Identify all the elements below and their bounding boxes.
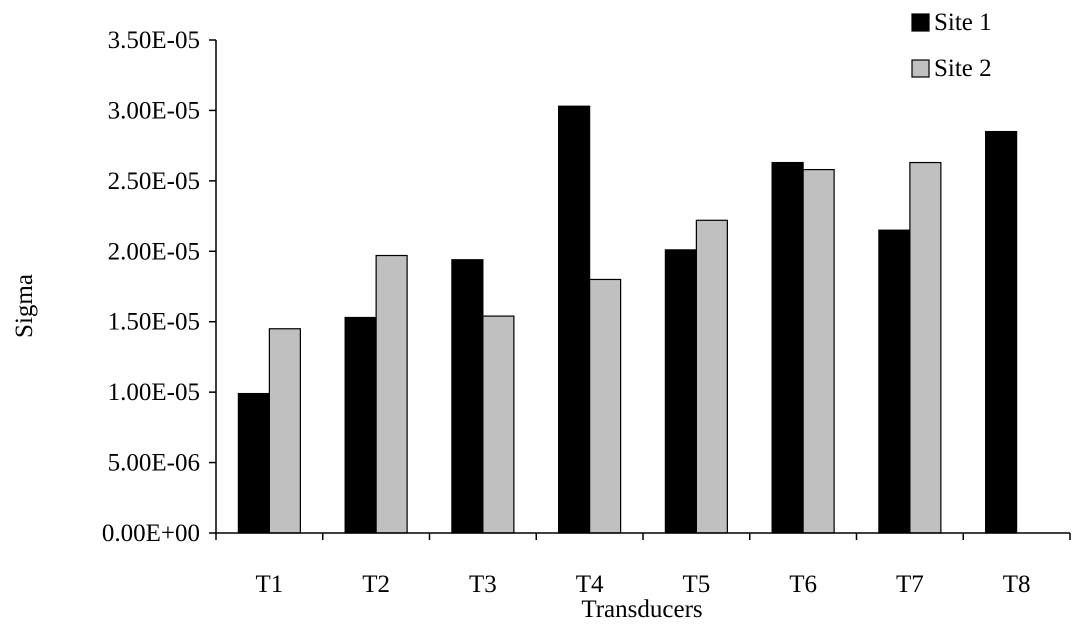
y-axis-title: Sigma (11, 274, 38, 338)
x-tick-label: T4 (576, 571, 604, 598)
axes-layer (215, 40, 1070, 534)
bar-site2-t1 (268, 328, 301, 534)
bar-site2-t6 (802, 168, 835, 534)
legend-swatch (911, 59, 930, 78)
x-tick-label: T6 (789, 571, 817, 598)
bar-site2-t7 (909, 161, 942, 534)
bar-site2-t5 (695, 219, 728, 534)
x-tick-label: T2 (362, 571, 390, 598)
y-tick-label: 0.00E+00 (102, 520, 200, 547)
y-ticks: 0.00E+00 5.00E-06 1.00E-05 1.50E-05 2.00E-05… (102, 27, 216, 547)
bar-site1-t8 (985, 130, 1018, 534)
bar-site1-t2 (344, 316, 377, 534)
bar-site1-t3 (451, 259, 484, 534)
x-axis-title: Transducers (581, 596, 702, 623)
legend: Site 1 Site 2 (911, 9, 992, 82)
y-tick-label: 1.00E-05 (108, 379, 200, 406)
bar-site1-t5 (664, 249, 697, 534)
bars-layer (237, 105, 1018, 534)
x-tick-label: T8 (1003, 571, 1031, 598)
y-tick-label: 1.50E-05 (108, 309, 200, 336)
bar-site2-t4 (589, 278, 622, 534)
y-tick-label: 2.00E-05 (108, 238, 200, 265)
x-tick-label: T7 (896, 571, 924, 598)
legend-label: Site 1 (934, 9, 992, 36)
x-tick-label: T1 (255, 571, 283, 598)
x-tick-label: T5 (682, 571, 710, 598)
y-tick-label: 3.50E-05 (108, 27, 200, 54)
x-ticks: T1 T2 T3 T4 T5 T6 T7 T8 (215, 533, 1071, 598)
bar-site1-t4 (558, 105, 591, 534)
y-tick-label: 2.50E-05 (108, 168, 200, 195)
y-tick-label: 3.00E-05 (108, 97, 200, 124)
bar-site2-t3 (482, 315, 515, 534)
legend-label: Site 2 (934, 55, 992, 82)
legend-swatch (911, 13, 930, 32)
bar-site1-t6 (771, 161, 804, 534)
x-tick-label: T3 (469, 571, 497, 598)
bar-site1-t1 (237, 392, 270, 534)
y-tick-label: 5.00E-06 (108, 450, 200, 477)
bar-site2-t2 (375, 254, 408, 534)
bar-site1-t7 (878, 229, 911, 534)
